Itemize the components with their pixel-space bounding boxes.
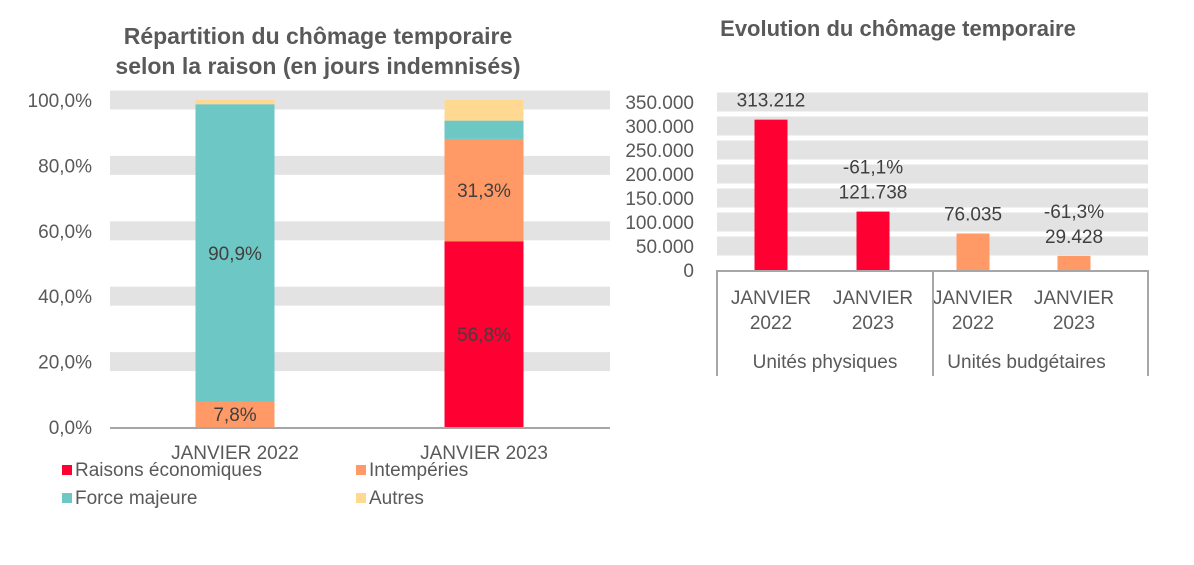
grid-band bbox=[717, 140, 1148, 160]
data-label: 121.738 bbox=[839, 183, 908, 204]
legend-label: Autres bbox=[369, 488, 424, 509]
group-label: Unités budgétaires bbox=[947, 352, 1105, 373]
y-tick-label: 250.000 bbox=[625, 141, 694, 162]
data-label: 56,8% bbox=[457, 325, 511, 346]
bar-segment bbox=[444, 241, 524, 427]
legend-swatch bbox=[356, 493, 366, 503]
y-tick-label: 150.000 bbox=[625, 189, 694, 210]
x-tick-label: JANVIER bbox=[833, 288, 913, 309]
bar-segment bbox=[444, 120, 524, 139]
grid-band bbox=[717, 92, 1148, 112]
change-label: -61,3% bbox=[1044, 202, 1104, 223]
grid-band bbox=[717, 236, 1148, 256]
bar-segment bbox=[444, 100, 524, 121]
y-tick-label: 350.000 bbox=[625, 93, 694, 114]
bar bbox=[856, 211, 890, 270]
y-tick-label: 20,0% bbox=[38, 353, 92, 374]
y-tick-label: 50.000 bbox=[636, 237, 694, 258]
legend-label: Raisons économiques bbox=[75, 460, 262, 481]
legend-swatch bbox=[356, 465, 366, 475]
change-label: -61,1% bbox=[843, 158, 903, 179]
bar bbox=[1057, 255, 1091, 270]
x-tick-label: 2023 bbox=[852, 313, 894, 334]
y-tick-label: 0,0% bbox=[49, 418, 92, 439]
bar-segment bbox=[195, 104, 275, 402]
data-label: 76.035 bbox=[944, 205, 1002, 226]
x-tick-label: 2022 bbox=[952, 313, 994, 334]
data-label: 90,9% bbox=[208, 244, 262, 265]
grid-band bbox=[110, 286, 610, 306]
legend-label: Intempéries bbox=[369, 460, 468, 481]
bar-segment bbox=[444, 138, 524, 242]
grid-band bbox=[110, 90, 610, 110]
bar bbox=[754, 119, 788, 271]
chart-title: Evolution du chômage temporaire bbox=[720, 16, 1076, 41]
x-tick-label: JANVIER 2023 bbox=[420, 443, 548, 464]
x-tick-label: JANVIER bbox=[731, 288, 811, 309]
y-tick-label: 60,0% bbox=[38, 222, 92, 243]
data-label: 7,8% bbox=[213, 405, 256, 426]
bar-segment bbox=[195, 100, 275, 105]
legend-label: Force majeure bbox=[75, 488, 198, 509]
data-label: 31,3% bbox=[457, 181, 511, 202]
data-label: 29.428 bbox=[1045, 227, 1103, 248]
y-tick-label: 40,0% bbox=[38, 287, 92, 308]
y-tick-label: 0 bbox=[683, 261, 694, 282]
legend-swatch bbox=[62, 493, 72, 503]
bar bbox=[956, 233, 990, 270]
grid-band bbox=[717, 188, 1148, 208]
group-label: Unités physiques bbox=[753, 352, 898, 373]
y-tick-label: 200.000 bbox=[625, 165, 694, 186]
y-tick-label: 300.000 bbox=[625, 117, 694, 138]
x-tick-label: JANVIER 2022 bbox=[171, 443, 299, 464]
y-tick-label: 100.000 bbox=[625, 213, 694, 234]
grid-band bbox=[717, 164, 1148, 184]
x-tick-label: 2022 bbox=[750, 313, 792, 334]
grid-band bbox=[110, 352, 610, 372]
grid-band bbox=[110, 155, 610, 175]
grid-band bbox=[717, 212, 1148, 232]
grid-band bbox=[717, 116, 1148, 136]
y-tick-label: 80,0% bbox=[38, 156, 92, 177]
legend-swatch bbox=[62, 465, 72, 475]
chart-title: Répartition du chômage temporaire bbox=[124, 23, 513, 49]
grid-band bbox=[110, 221, 610, 241]
bar-segment bbox=[195, 401, 275, 427]
x-tick-label: 2023 bbox=[1053, 313, 1095, 334]
x-tick-label: JANVIER bbox=[933, 288, 1013, 309]
y-tick-label: 100,0% bbox=[28, 91, 93, 112]
x-tick-label: JANVIER bbox=[1034, 288, 1114, 309]
chart-title: selon la raison (en jours indemnisés) bbox=[115, 53, 520, 79]
data-label: 313.212 bbox=[737, 91, 806, 112]
